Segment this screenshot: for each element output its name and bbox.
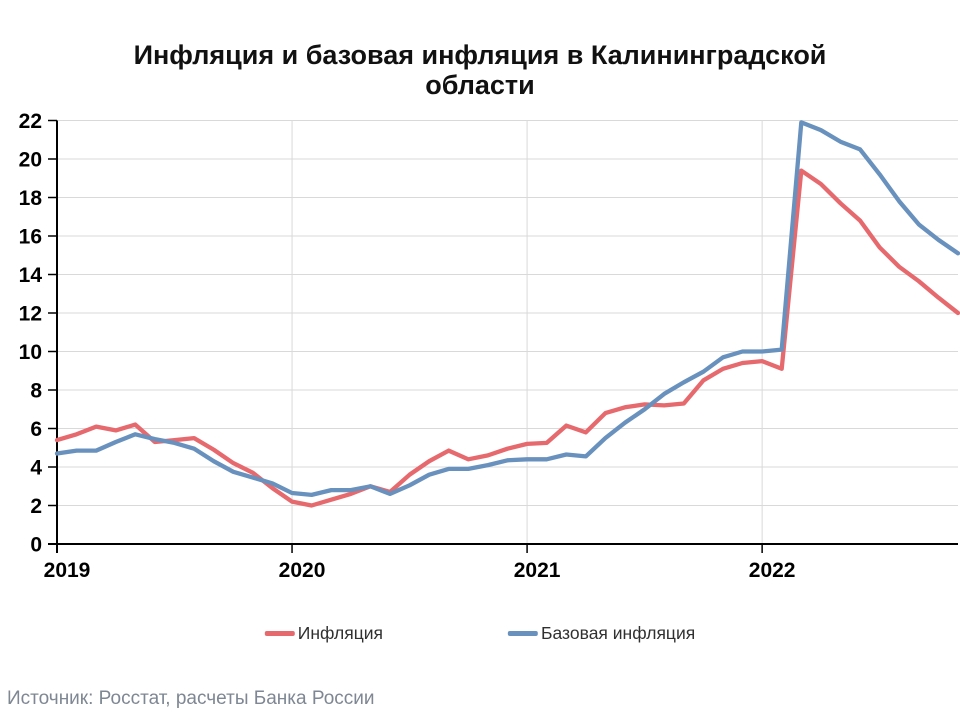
y-axis-label: 12 bbox=[19, 303, 42, 326]
y-axis-label: 10 bbox=[19, 341, 42, 364]
core-inflation-line bbox=[54, 120, 960, 498]
source-note: Источник: Росстат, расчеты Банка России bbox=[7, 688, 375, 709]
chart-title: Инфляция и базовая инфляция в Калинингра… bbox=[133, 40, 827, 100]
x-axis-label: 2022 bbox=[749, 559, 796, 582]
legend-item-inflation: Инфляция bbox=[264, 623, 384, 644]
inflation-line bbox=[54, 168, 960, 508]
y-axis-label: 22 bbox=[19, 110, 42, 133]
y-axis-label: 14 bbox=[19, 264, 43, 287]
chart-legend: Инфляция Базовая инфляция bbox=[264, 623, 695, 644]
y-axis-label: 18 bbox=[19, 187, 43, 210]
y-axis-label: 20 bbox=[19, 149, 42, 172]
x-axis-label: 2021 bbox=[514, 559, 561, 582]
y-axis-label: 2 bbox=[30, 495, 42, 518]
x-axis-label: 2020 bbox=[279, 559, 326, 582]
y-axis-label: 4 bbox=[30, 457, 42, 480]
y-axis-label: 8 bbox=[30, 380, 42, 403]
legend-label-inflation: Инфляция bbox=[297, 623, 384, 643]
y-axis-label: 0 bbox=[30, 534, 42, 557]
legend-item-core-inflation: Базовая инфляция bbox=[508, 623, 695, 644]
legend-label-core-inflation: Базовая инфляция bbox=[541, 623, 696, 643]
y-axis-label: 6 bbox=[30, 418, 42, 441]
x-axis-label: 2019 bbox=[44, 559, 91, 582]
y-axis-label: 16 bbox=[19, 226, 42, 249]
inflation-line-swatch bbox=[264, 631, 295, 636]
core-inflation-line-swatch bbox=[508, 631, 539, 636]
